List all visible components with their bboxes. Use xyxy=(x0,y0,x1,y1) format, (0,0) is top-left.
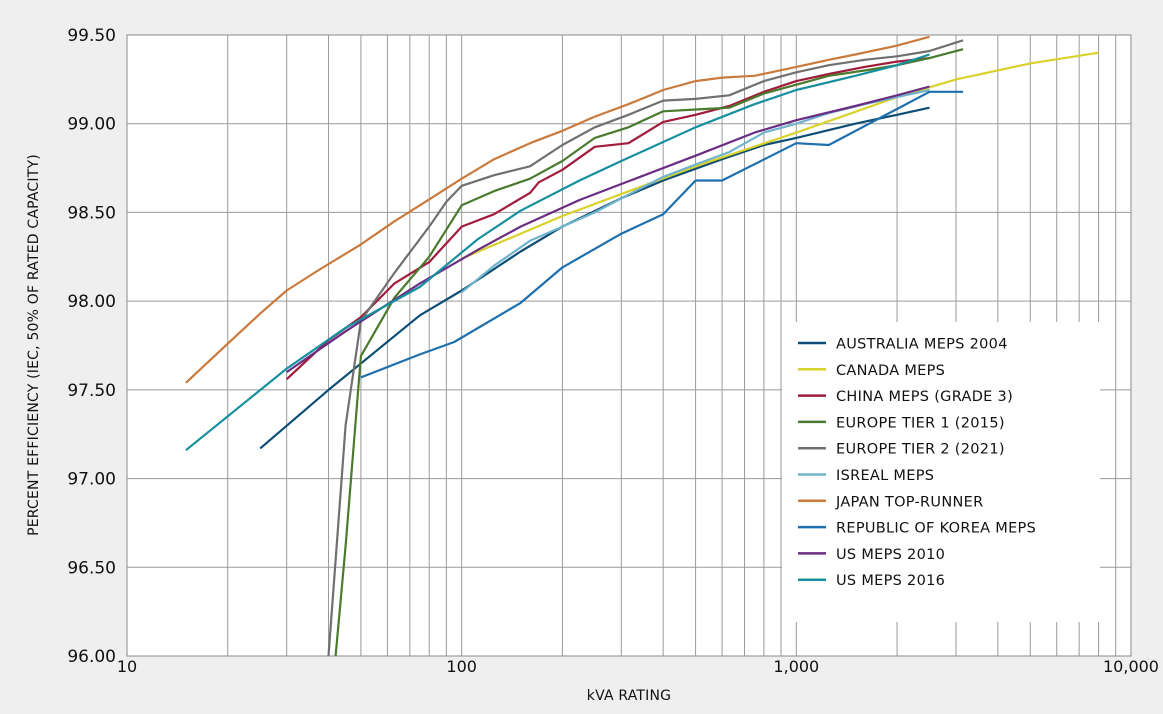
y-tick-label: 96.00 xyxy=(67,647,116,667)
y-tick-label: 99.00 xyxy=(67,115,116,135)
legend-label: EUROPE TIER 2 (2021) xyxy=(836,442,1005,458)
series-line-us-meps-2010 xyxy=(286,85,930,374)
legend-label: REPUBLIC OF KOREA MEPS xyxy=(836,521,1036,537)
legend-box xyxy=(782,322,1100,622)
y-tick-label: 96.50 xyxy=(67,558,116,578)
series-line-republic-of-korea-meps xyxy=(360,90,964,379)
series-line-europe-tier-2-2021 xyxy=(327,39,964,656)
x-tick-label: 1,000 xyxy=(773,657,819,676)
y-axis-label: PERCENT EFFICIENCY (IEC, 50% OF RATED CA… xyxy=(26,154,42,536)
series-line-japan-top-runner xyxy=(185,35,930,384)
y-tick-label: 98.00 xyxy=(67,292,116,312)
legend-label: AUSTRALIA MEPS 2004 xyxy=(836,337,1008,353)
legend-label: JAPAN TOP-RUNNER xyxy=(835,494,983,510)
y-axis-ticks: 96.00 96.50 97.00 97.50 98.00 98.50 99.00 99.50 xyxy=(67,26,116,667)
legend-label: ISREAL MEPS xyxy=(836,468,934,484)
y-tick-label: 97.00 xyxy=(67,470,116,490)
legend-label: CHINA MEPS (GRADE 3) xyxy=(836,389,1013,405)
x-tick-label: 10 xyxy=(117,657,137,676)
x-tick-label: 100 xyxy=(446,657,477,676)
y-tick-label: 97.50 xyxy=(67,381,116,401)
legend: AUSTRALIA MEPS 2004 CANADA MEPS CHINA MEPS… xyxy=(798,337,1036,589)
y-tick-label: 98.50 xyxy=(67,203,116,223)
series-line-australia-meps-2004 xyxy=(259,106,930,450)
series-line-china-meps-grade-3 xyxy=(285,57,930,381)
series-line-europe-tier-1-2015 xyxy=(334,48,964,656)
legend-label: US MEPS 2016 xyxy=(836,573,945,589)
legend-label: US MEPS 2010 xyxy=(836,547,945,563)
x-axis-label: kVA RATING xyxy=(587,688,671,704)
legend-label: CANADA MEPS xyxy=(836,363,945,379)
x-axis-ticks: 10 100 1,000 10,000 xyxy=(117,657,1159,676)
series-lines xyxy=(185,35,1099,656)
y-tick-label: 99.50 xyxy=(67,26,116,46)
legend-label: EUROPE TIER 1 (2015) xyxy=(836,415,1005,431)
x-tick-label: 10,000 xyxy=(1103,657,1159,676)
series-line-us-meps-2016 xyxy=(185,53,930,452)
series-line-canada-meps xyxy=(461,51,1099,260)
